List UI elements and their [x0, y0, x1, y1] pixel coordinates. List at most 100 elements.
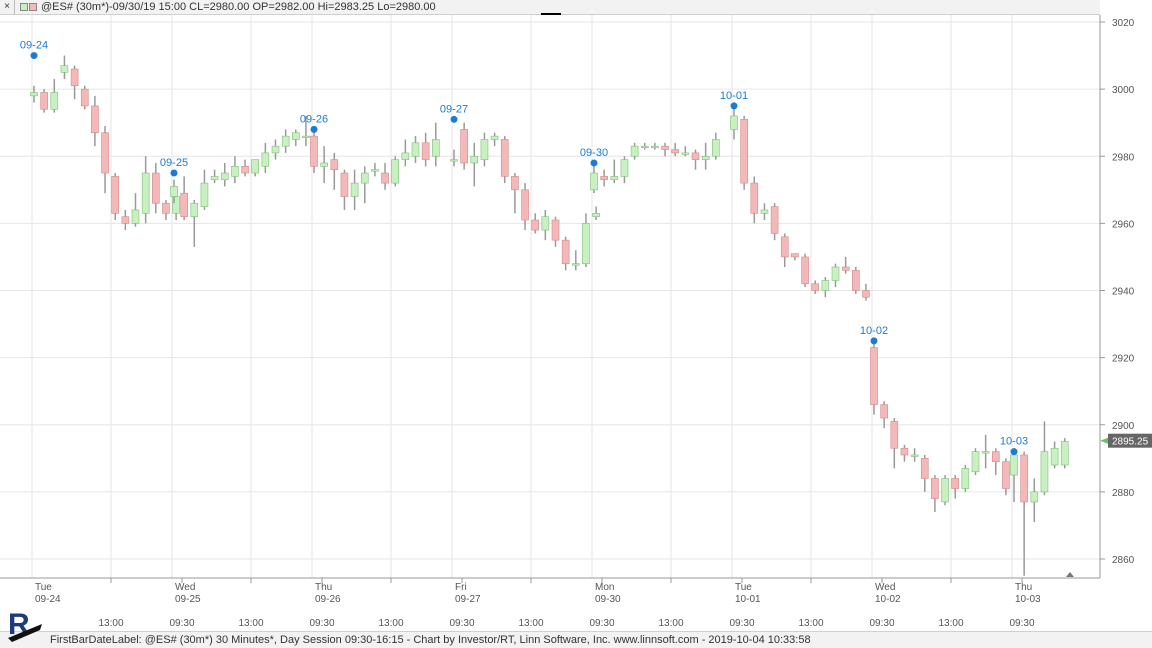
up-candle — [360, 172, 369, 184]
down-candle — [91, 105, 99, 134]
down-candle — [80, 88, 89, 107]
time-tick-label: 13:00 — [238, 618, 263, 629]
up-candle — [821, 280, 830, 291]
up-candle — [730, 115, 738, 130]
down-candle — [780, 236, 789, 258]
time-tick-label: 09:30 — [729, 618, 754, 629]
down-candle — [180, 192, 188, 217]
up-candle — [961, 468, 970, 489]
day-date-label: 09-25 — [175, 594, 201, 605]
down-candle — [671, 149, 680, 154]
day-date-label: 10-01 — [735, 594, 761, 605]
close-icon[interactable]: × — [0, 0, 15, 14]
down-candle — [421, 142, 430, 160]
day-name-label: Wed — [175, 582, 195, 593]
down-candle — [561, 239, 570, 264]
down-candle — [691, 152, 700, 160]
up-candle — [651, 145, 659, 148]
down-candle — [111, 176, 119, 214]
up-candle — [141, 172, 150, 214]
up-candle — [371, 169, 379, 172]
time-tick-label: 09:30 — [449, 618, 474, 629]
up-candle — [401, 152, 410, 160]
up-candle — [490, 135, 499, 140]
down-candle — [310, 135, 318, 167]
time-tick-label: 09:30 — [169, 618, 194, 629]
down-candle — [661, 145, 669, 150]
down-candle — [500, 139, 509, 177]
last-price-arrow — [1100, 437, 1108, 444]
down-candle — [770, 206, 779, 234]
time-tick-label: 09:30 — [589, 618, 614, 629]
up-candle — [281, 135, 290, 147]
up-candle — [981, 451, 990, 454]
scroll-marker — [541, 13, 561, 15]
down-candle — [841, 266, 850, 271]
up-candle — [831, 266, 840, 281]
down-candle — [521, 189, 529, 221]
up-candle — [170, 186, 178, 197]
up-candle — [50, 92, 59, 110]
down-candle — [1002, 461, 1010, 489]
last-price-label: 2895.25 — [1112, 437, 1149, 448]
up-candle — [350, 182, 359, 197]
price-tick-label: 2900 — [1112, 421, 1135, 432]
down-candle — [330, 159, 339, 170]
up-candle — [582, 223, 590, 264]
time-tick-label: 09:30 — [1009, 618, 1034, 629]
down-candle — [870, 347, 878, 405]
down-candle — [121, 216, 130, 224]
scroll-triangle-icon — [1066, 572, 1074, 577]
down-candle — [511, 176, 519, 191]
date-annotation-label: 10-01 — [720, 90, 748, 102]
down-candle — [880, 404, 888, 419]
date-marker-dot — [310, 125, 318, 133]
up-candle — [450, 159, 458, 162]
down-candle — [900, 447, 909, 456]
day-name-label: Tue — [735, 582, 752, 593]
down-candle — [381, 172, 389, 184]
down-candle-legend-icon — [29, 3, 37, 11]
price-axis: 3020 3000 2980 2960 2940 2920 2900 2880 2860 2895… — [1099, 15, 1152, 578]
price-chart[interactable]: 3020 3000 2980 2960 2940 2920 2900 2880 2860 2895… — [0, 15, 1152, 630]
up-candle — [620, 159, 629, 177]
chart-grid — [0, 15, 1100, 578]
date-annotations: 09-24 09-25 09-26 09-27 09-30 10-01 10-02 10-03 — [20, 40, 1028, 456]
up-candle — [60, 65, 69, 73]
down-candle — [70, 68, 79, 87]
down-candle — [920, 458, 929, 479]
time-tick-label: 13:00 — [658, 618, 683, 629]
price-tick-label: 2940 — [1112, 287, 1135, 298]
date-annotation-label: 09-26 — [300, 113, 328, 125]
time-tick-label: 13:00 — [798, 618, 823, 629]
chart-info-text: @ES# (30m*)-09/30/19 15:00 CL=2980.00 OP… — [41, 1, 436, 13]
date-marker-dot — [30, 52, 38, 60]
down-candle — [991, 451, 1000, 462]
day-name-label: Mon — [595, 582, 614, 593]
up-candle — [571, 263, 580, 266]
up-candle — [131, 209, 140, 224]
down-candle — [241, 166, 249, 174]
up-candle — [630, 145, 639, 157]
up-candle — [470, 155, 479, 164]
down-candle — [162, 202, 170, 214]
time-tick-label: 13:00 — [378, 618, 403, 629]
down-candle — [460, 129, 468, 164]
day-date-label: 09-27 — [455, 594, 481, 605]
up-candle — [1010, 454, 1018, 476]
up-candle — [251, 159, 259, 174]
up-candle — [1050, 447, 1059, 466]
up-candle — [220, 172, 229, 181]
up-candle — [261, 152, 270, 167]
date-marker-dot — [870, 337, 878, 345]
price-tick-label: 2860 — [1112, 555, 1135, 566]
price-tick-label: 2980 — [1112, 152, 1135, 163]
date-marker-dot — [590, 159, 598, 167]
price-tick-label: 2880 — [1112, 488, 1135, 499]
time-tick-label: 09:30 — [869, 618, 894, 629]
day-name-label: Tue — [35, 582, 52, 593]
date-marker-dot — [730, 102, 738, 110]
day-date-label: 09-24 — [35, 594, 61, 605]
up-candle — [210, 176, 219, 181]
down-candle — [740, 119, 748, 184]
